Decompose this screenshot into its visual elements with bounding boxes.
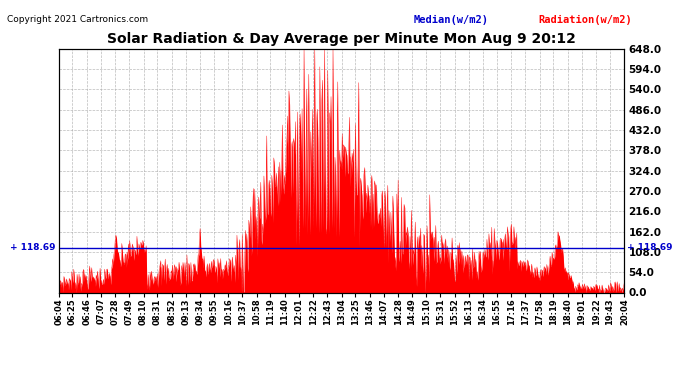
Text: Copyright 2021 Cartronics.com: Copyright 2021 Cartronics.com bbox=[7, 15, 148, 24]
Text: Median(w/m2): Median(w/m2) bbox=[414, 15, 489, 25]
Text: Radiation(w/m2): Radiation(w/m2) bbox=[538, 15, 632, 25]
Title: Solar Radiation & Day Average per Minute Mon Aug 9 20:12: Solar Radiation & Day Average per Minute… bbox=[107, 32, 576, 46]
Text: + 118.69: + 118.69 bbox=[627, 243, 673, 252]
Text: + 118.69: + 118.69 bbox=[10, 243, 56, 252]
